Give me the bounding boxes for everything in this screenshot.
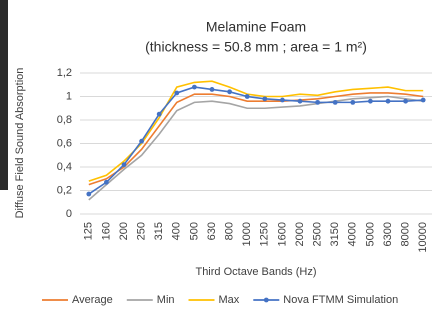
x-tick-label: 5000 xyxy=(364,222,376,246)
y-tick-label: 0,8 xyxy=(57,114,72,126)
x-axis-title: Third Octave Bands (Hz) xyxy=(195,266,316,278)
point xyxy=(403,99,408,104)
x-tick-label: 2500 xyxy=(312,222,324,246)
y-tick-label: 0,4 xyxy=(57,161,72,173)
point xyxy=(122,162,127,167)
point xyxy=(157,112,162,117)
x-tick-label: 2000 xyxy=(294,222,306,246)
x-tick-label: 10000 xyxy=(417,222,429,253)
point xyxy=(262,96,267,101)
x-tick-label: 1250 xyxy=(259,222,271,246)
point xyxy=(333,100,338,105)
legend-label: Nova FTMM Simulation xyxy=(283,294,398,306)
legend-label: Average xyxy=(72,294,113,306)
legend-label: Min xyxy=(157,294,175,306)
image-edge xyxy=(0,0,8,190)
point xyxy=(210,87,215,92)
x-tick-label: 160 xyxy=(100,222,112,240)
y-tick-label: 0,6 xyxy=(57,137,72,149)
y-tick-label: 1,2 xyxy=(57,67,72,79)
point xyxy=(174,91,179,96)
x-tick-label: 250 xyxy=(136,222,148,240)
x-tick-label: 125 xyxy=(83,222,95,240)
x-tick-label: 800 xyxy=(224,222,236,240)
x-tick-label: 3150 xyxy=(329,222,341,246)
point xyxy=(280,98,285,103)
x-tick-label: 630 xyxy=(206,222,218,240)
point xyxy=(350,100,355,105)
x-tick-label: 6300 xyxy=(382,222,394,246)
chart: Melamine Foam (thickness = 50.8 mm ; are… xyxy=(0,0,444,316)
x-tick-label: 500 xyxy=(188,222,200,240)
point xyxy=(298,99,303,104)
y-tick-label: 0 xyxy=(66,208,72,220)
point xyxy=(386,99,391,104)
y-tick-label: 1 xyxy=(66,90,72,102)
y-tick-label: 0,2 xyxy=(57,184,72,196)
point xyxy=(104,180,109,185)
x-tick-label: 8000 xyxy=(400,222,412,246)
point xyxy=(139,139,144,144)
y-axis-title: Diffuse Field Sound Absorption xyxy=(14,68,26,219)
legend-label: Max xyxy=(219,294,240,306)
x-tick-label: 400 xyxy=(171,222,183,240)
chart-subtitle: (thickness = 50.8 mm ; area = 1 m²) xyxy=(145,39,367,55)
x-tick-label: 1600 xyxy=(276,222,288,246)
x-tick-label: 315 xyxy=(153,222,165,240)
series-line xyxy=(89,87,423,194)
x-tick-label: 4000 xyxy=(347,222,359,246)
x-tick-label: 200 xyxy=(118,222,130,240)
point xyxy=(192,85,197,90)
point xyxy=(245,94,250,99)
x-tick-label: 1000 xyxy=(241,222,253,246)
legend-marker xyxy=(264,298,269,303)
point xyxy=(368,99,373,104)
series-line xyxy=(89,97,423,200)
point xyxy=(227,89,232,94)
point xyxy=(421,98,426,103)
point xyxy=(86,192,91,197)
chart-title: Melamine Foam xyxy=(206,19,306,35)
point xyxy=(315,100,320,105)
series-line xyxy=(89,93,423,185)
